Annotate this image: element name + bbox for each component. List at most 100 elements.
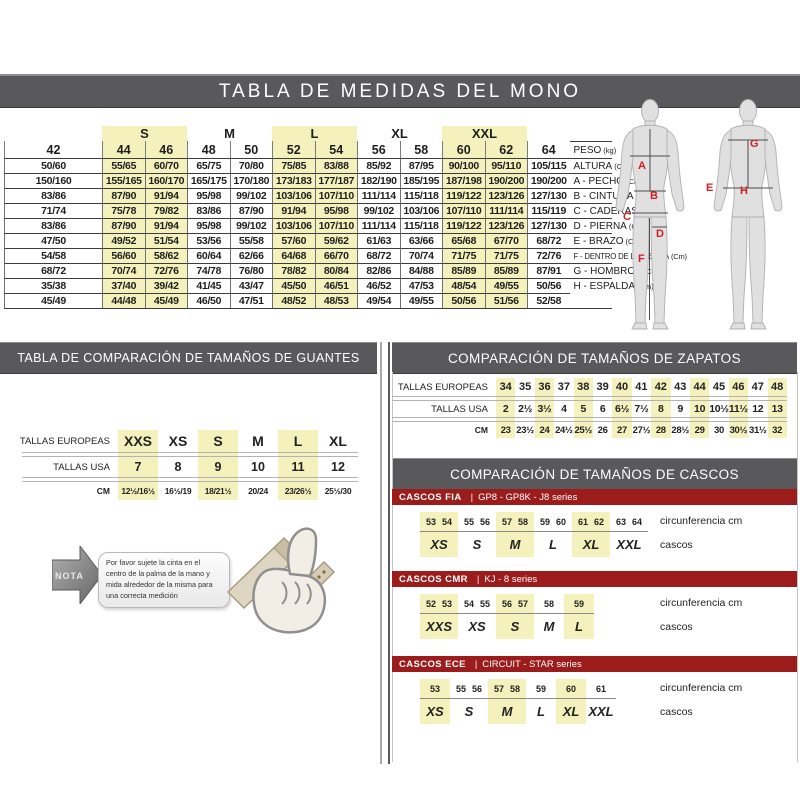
comp-value: 46 bbox=[732, 381, 745, 393]
page-title: TABLA DE MEDIDAS DEL MONO bbox=[218, 80, 582, 102]
helmet-size-label: M bbox=[501, 704, 513, 719]
helmet-size-group: 55 56 S bbox=[458, 512, 496, 557]
helmet-size-group: 54 55 XS bbox=[458, 594, 496, 639]
measure-row-label: A - PECHO (Cm) bbox=[569, 173, 643, 188]
measure-value: 91/94 bbox=[144, 218, 187, 233]
highlight-strips bbox=[392, 378, 787, 438]
comp-value: 7½ bbox=[634, 403, 649, 415]
helmets-title: COMPARACIÓN DE TAMAÑOS DE CASCOS bbox=[450, 466, 739, 482]
measure-value: 60/70 bbox=[144, 158, 187, 173]
helmet-size-group: 59 L bbox=[564, 594, 594, 639]
measure-value: 56/60 bbox=[102, 248, 145, 263]
measure-value: 119/122 bbox=[442, 188, 485, 203]
comp-row-label: TALLAS EUROPEAS bbox=[19, 435, 110, 447]
helmet-series-banner: CASCOS CMR | KJ - 8 series bbox=[392, 571, 797, 587]
highlight-strip bbox=[573, 378, 593, 438]
measure-value: 155/165 bbox=[102, 173, 145, 188]
helmet-size-label: L bbox=[549, 537, 557, 552]
comp-value: 29 bbox=[694, 424, 705, 436]
nota-arrow-icon: NOTA bbox=[52, 546, 102, 604]
helmet-circumference-values: 61 62 bbox=[572, 512, 610, 532]
cascos-label: cascos bbox=[660, 621, 693, 633]
helmet-section-fia: CASCOS FIA | GP8 - GP8K - J8 series 53 54… bbox=[392, 489, 797, 570]
comp-value: 30½ bbox=[729, 424, 748, 436]
measure-value: 91/94 bbox=[272, 203, 315, 218]
size-group-header: L bbox=[272, 126, 357, 141]
measure-value: 87/91 bbox=[527, 263, 570, 278]
helmet-size-table: 52 53 XXS 54 55 XS 56 57 S 58 M 59 L circun… bbox=[392, 594, 797, 652]
comp-value: 12½/16½ bbox=[121, 486, 155, 496]
comp-row-label: TALLAS EUROPEAS bbox=[397, 381, 488, 393]
measure-value: 107/110 bbox=[314, 218, 357, 233]
comp-value: 2½ bbox=[518, 403, 533, 415]
body-back-figure bbox=[713, 99, 783, 330]
comp-value: 4 bbox=[561, 403, 567, 415]
comp-value: 11 bbox=[291, 460, 305, 474]
measure-value: 46/52 bbox=[357, 278, 400, 293]
marker-hips: C bbox=[623, 211, 631, 223]
measure-value: 55/58 bbox=[229, 233, 272, 248]
comp-value: 37 bbox=[557, 381, 570, 393]
panel-divider bbox=[380, 342, 390, 764]
highlight-strip bbox=[118, 430, 158, 500]
highlight-strip bbox=[534, 378, 555, 438]
comp-value: 25½ bbox=[574, 424, 593, 436]
measure-value: 103/106 bbox=[272, 188, 315, 203]
helmet-circumference-values: 55 56 bbox=[450, 679, 488, 699]
helmet-size-label: XXL bbox=[616, 537, 642, 552]
comp-value: 23/26½ bbox=[284, 486, 312, 496]
measure-value: 49/54 bbox=[357, 293, 400, 308]
marker-arm: E bbox=[706, 182, 713, 194]
helmet-circumference-values: 60 bbox=[556, 679, 586, 699]
measure-value: 50/60 bbox=[4, 158, 102, 173]
measure-value: 83/86 bbox=[187, 203, 230, 218]
measure-value: 87/90 bbox=[102, 188, 145, 203]
measure-value: 37/40 bbox=[102, 278, 145, 293]
marker-shoulders: G bbox=[750, 138, 759, 150]
helmet-series-name: CASCOS FIA bbox=[399, 491, 462, 503]
size-column-header: 50 bbox=[229, 141, 273, 158]
helmet-size-label: M bbox=[543, 619, 555, 634]
measure-value: 67/70 bbox=[484, 233, 527, 248]
comp-value: 23 bbox=[500, 424, 511, 436]
measure-value: 103/106 bbox=[272, 218, 315, 233]
measure-value: 68/72 bbox=[357, 248, 400, 263]
cascos-label: cascos bbox=[660, 539, 693, 551]
measure-value: 107/110 bbox=[314, 188, 357, 203]
helmet-size-label: XXS bbox=[425, 619, 452, 634]
highlight-strips bbox=[22, 430, 358, 500]
helmet-size-group: 61 62 XL bbox=[572, 512, 610, 557]
measure-value: 190/200 bbox=[527, 173, 570, 188]
comp-value: 23½ bbox=[516, 424, 534, 436]
comp-value: S bbox=[213, 433, 223, 449]
row-separator bbox=[22, 452, 358, 457]
helmet-size-group: 57 58 M bbox=[496, 512, 534, 557]
helmet-size-group: 60 XL bbox=[556, 679, 586, 724]
marker-thigh: D bbox=[656, 228, 664, 240]
comp-value: 47 bbox=[751, 381, 764, 393]
size-group-header: S bbox=[102, 126, 187, 141]
measure-value: 95/98 bbox=[314, 203, 357, 218]
helmet-circumference-values: 61 bbox=[586, 679, 616, 699]
size-column-header: 44 bbox=[102, 141, 145, 158]
size-column-header: 48 bbox=[187, 141, 230, 158]
banner-separator: | bbox=[476, 573, 480, 585]
measure-value: 62/66 bbox=[229, 248, 272, 263]
comp-value: 6½ bbox=[615, 403, 630, 415]
size-column-header: 60 bbox=[442, 141, 485, 158]
helmet-circumference-values: 59 60 bbox=[534, 512, 572, 532]
comp-value: 42 bbox=[654, 381, 667, 393]
comp-value: 7 bbox=[134, 460, 142, 474]
comp-value: 20/24 bbox=[248, 486, 268, 496]
measure-value: 107/110 bbox=[442, 203, 485, 218]
comp-value: 12 bbox=[331, 460, 345, 474]
comp-value: 2 bbox=[502, 403, 509, 415]
measure-value: 87/90 bbox=[229, 203, 272, 218]
helmet-size-group: 58 M bbox=[534, 594, 564, 639]
helmet-size-label: L bbox=[537, 704, 545, 719]
measure-value: 95/98 bbox=[187, 188, 230, 203]
helmet-size-group: 59 L bbox=[526, 679, 556, 724]
helmet-size-label: S bbox=[510, 619, 520, 634]
measure-value: 95/110 bbox=[484, 158, 527, 173]
measure-value: 84/88 bbox=[399, 263, 442, 278]
